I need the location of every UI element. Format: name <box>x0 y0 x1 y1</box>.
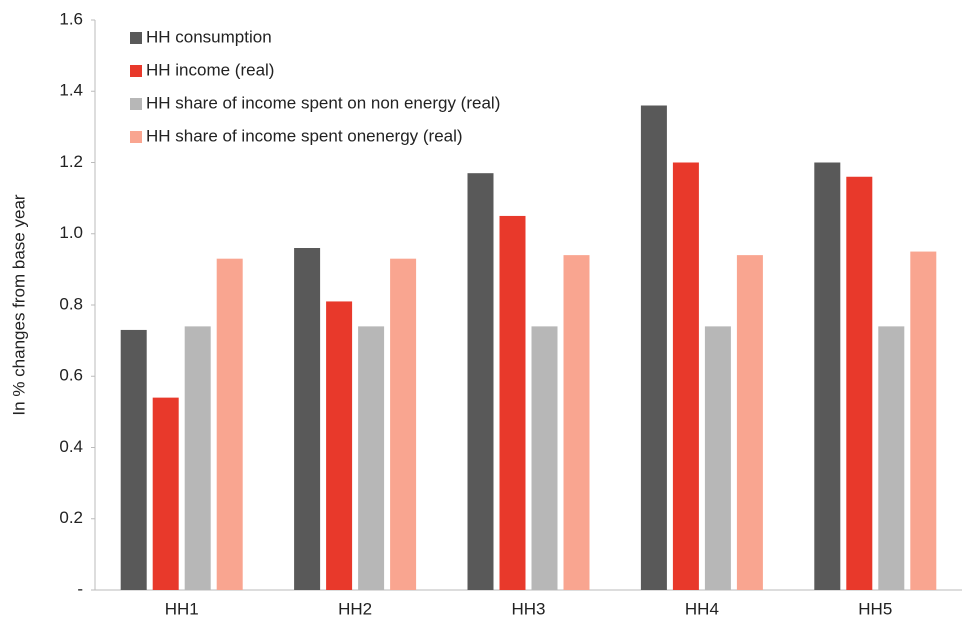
x-tick-label: HH4 <box>685 599 719 618</box>
bar <box>846 176 873 590</box>
bar <box>358 326 385 590</box>
legend-label: HH share of income spent on non energy (… <box>146 93 500 112</box>
legend-swatch <box>130 32 142 44</box>
y-tick-label: 1.0 <box>59 223 83 242</box>
legend-swatch <box>130 65 142 77</box>
bar <box>563 255 590 590</box>
bar <box>910 251 937 590</box>
legend-label: HH income (real) <box>146 60 274 79</box>
bar <box>531 326 558 590</box>
bar <box>294 248 321 590</box>
bar <box>184 326 211 590</box>
bar <box>704 326 731 590</box>
bar <box>216 258 243 590</box>
y-tick-label: - <box>77 579 83 598</box>
x-tick-label: HH2 <box>338 599 372 618</box>
bar <box>390 258 417 590</box>
bar <box>878 326 905 590</box>
y-tick-label: 1.4 <box>59 81 83 100</box>
x-tick-label: HH5 <box>858 599 892 618</box>
y-tick-label: 0.2 <box>59 508 83 527</box>
bar <box>499 215 526 590</box>
bar <box>640 105 667 590</box>
x-tick-label: HH3 <box>511 599 545 618</box>
y-tick-label: 1.6 <box>59 9 83 28</box>
bar <box>152 397 179 590</box>
bar <box>672 162 699 590</box>
x-tick-label: HH1 <box>165 599 199 618</box>
bar <box>326 301 353 590</box>
y-tick-label: 0.8 <box>59 294 83 313</box>
bar <box>467 173 494 590</box>
y-tick-label: 1.2 <box>59 152 83 171</box>
y-tick-label: 0.4 <box>59 437 83 456</box>
y-tick-label: 0.6 <box>59 366 83 385</box>
bar <box>814 162 841 590</box>
legend-label: HH consumption <box>146 27 272 46</box>
y-axis-title: In % changes from base year <box>9 194 28 415</box>
legend-label: HH share of income spent onenergy (real) <box>146 126 463 145</box>
legend-swatch <box>130 98 142 110</box>
bar <box>736 255 763 590</box>
bar <box>120 329 147 590</box>
legend-swatch <box>130 131 142 143</box>
